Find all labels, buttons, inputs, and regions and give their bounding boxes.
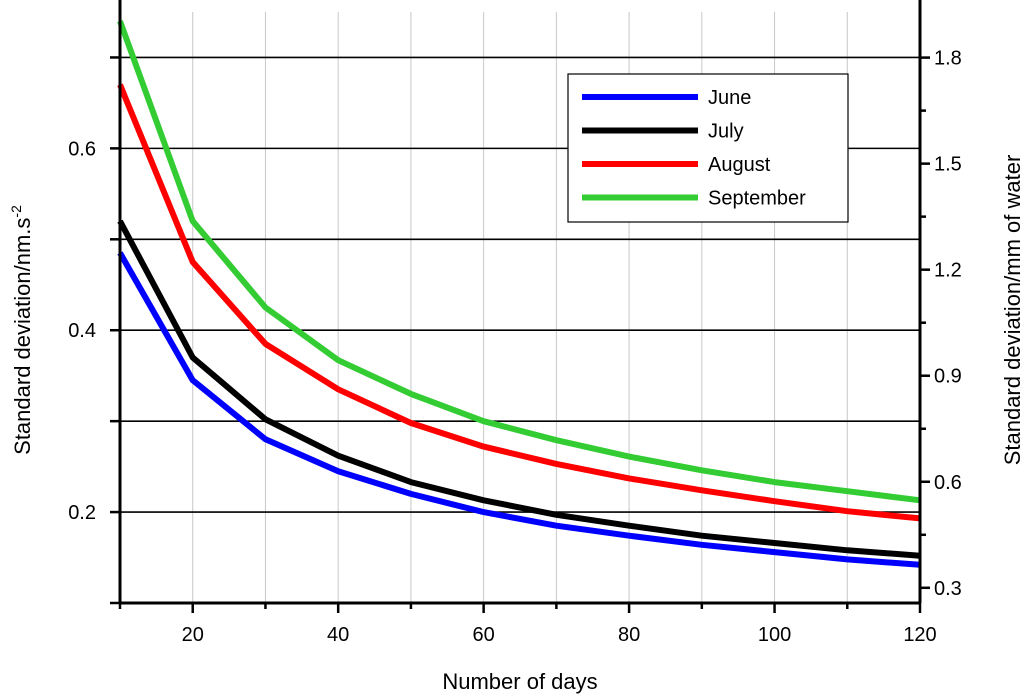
- y2-tick-label: 0.6: [934, 472, 962, 494]
- x-tick-label: 40: [327, 624, 349, 646]
- y2-tick-label: 1.2: [934, 260, 962, 282]
- series-line-july: [117, 219, 921, 559]
- y-tick-label: 0.4: [68, 320, 96, 342]
- x-tick-label: 100: [758, 624, 791, 646]
- y2-axis-title: Standard deviation/mm of water: [1000, 155, 1025, 466]
- legend-label-august: August: [708, 154, 771, 176]
- series-line-august: [117, 83, 921, 522]
- y2-tick-label: 0.9: [934, 366, 962, 388]
- y2-tick-label: 1.8: [934, 48, 962, 70]
- x-tick-label: 120: [903, 624, 936, 646]
- x-tick-label: 80: [618, 624, 640, 646]
- y2-tick-label: 1.5: [934, 154, 962, 176]
- y-axis-title: Standard deviation/nm.s-2: [8, 205, 35, 455]
- y-tick-label: 0.6: [68, 138, 96, 160]
- series-line-june: [117, 251, 921, 568]
- tick-labels: 20 40 60 80 100 120 0.2 0.4 0.6 0.3 0.6 0.9 1.2 1.5 1.…: [68, 48, 962, 646]
- legend-label-july: July: [708, 121, 744, 143]
- y2-tick-label: 0.3: [934, 578, 962, 600]
- x-axis-title: Number of days: [442, 669, 597, 694]
- legend-label-september: September: [708, 188, 806, 210]
- x-tick-label: 20: [182, 624, 204, 646]
- y-axis-title-main: Standard deviation/nm.s: [10, 218, 35, 455]
- tick-marks: [110, 56, 930, 613]
- y-axis-title-superscript: -2: [8, 205, 24, 218]
- x-tick-label: 60: [473, 624, 495, 646]
- legend: June July August September: [567, 73, 849, 223]
- series-line-september: [117, 20, 921, 504]
- axes: [118, 0, 922, 605]
- series-lines: [117, 20, 921, 568]
- y-tick-label: 0.2: [68, 502, 96, 524]
- legend-label-june: June: [708, 87, 751, 109]
